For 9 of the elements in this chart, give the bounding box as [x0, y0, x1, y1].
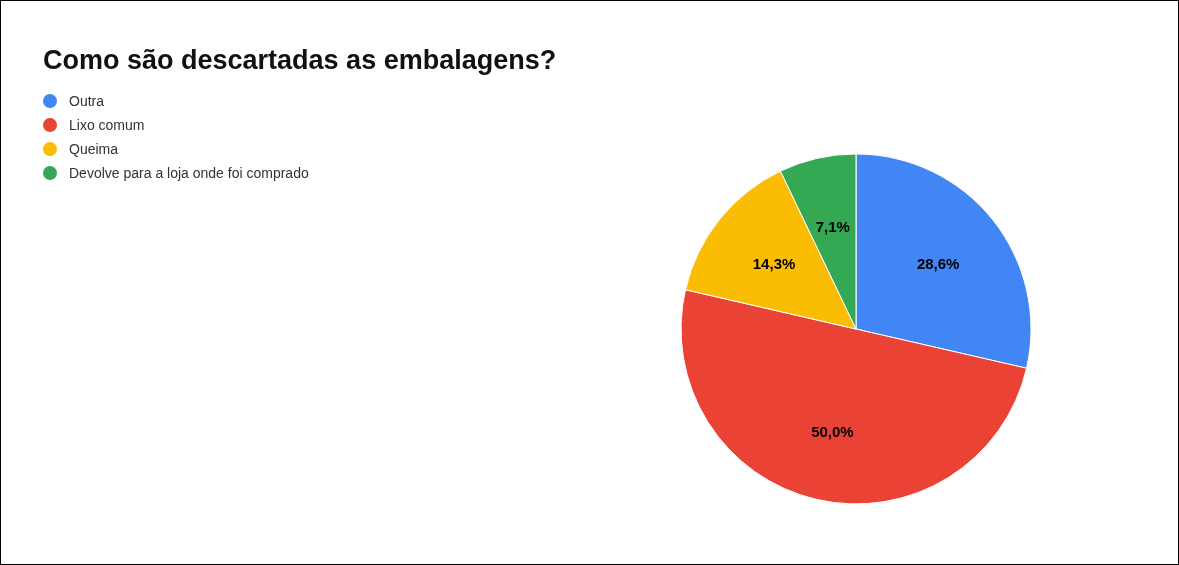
data-label: 7,1%: [815, 218, 850, 236]
data-label: 50,0%: [811, 422, 854, 440]
legend-label: Queima: [69, 140, 119, 159]
data-label: 28,6%: [916, 255, 960, 273]
legend-label: Outra: [69, 92, 105, 111]
data-label: 14,3%: [752, 254, 796, 272]
chart-title: Como são descartadas as embalagens?: [43, 45, 557, 76]
legend-label: Devolve para a loja onde foi comprado: [69, 164, 309, 183]
legend-label: Lixo comum: [69, 116, 145, 135]
